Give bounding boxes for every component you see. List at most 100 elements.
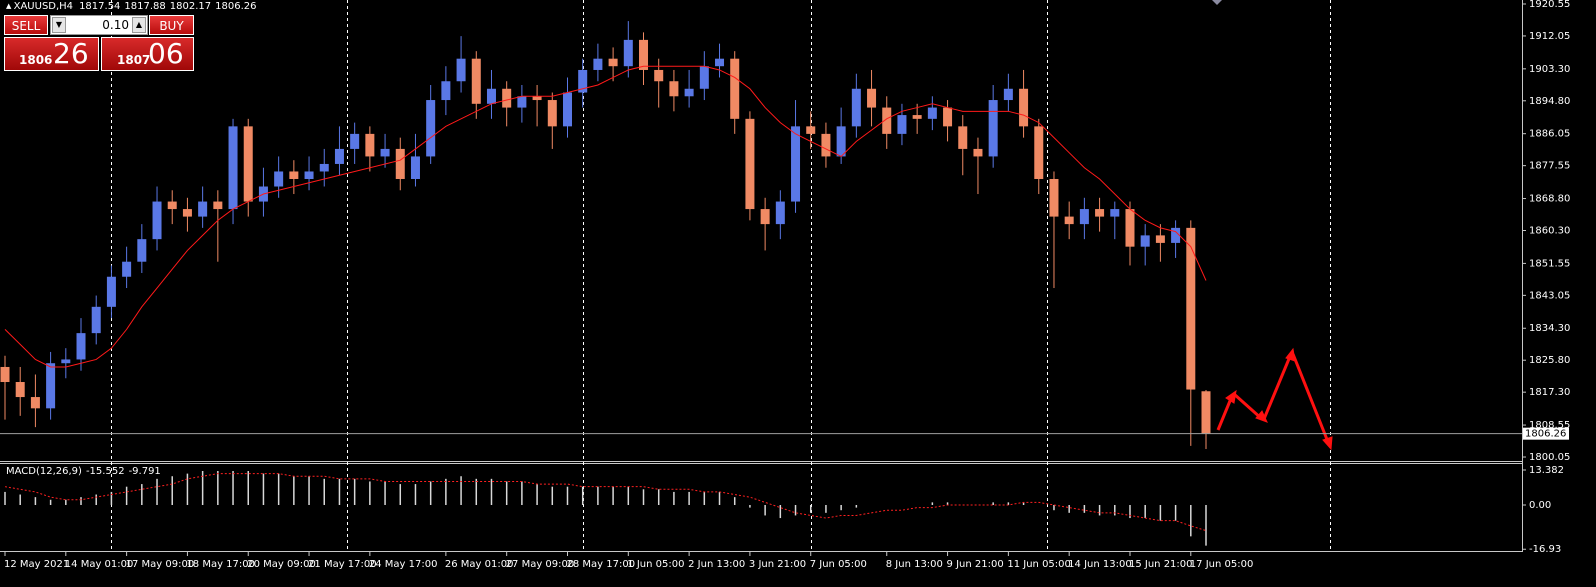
candle-body: [61, 359, 71, 364]
candle-body: [30, 397, 40, 409]
ohlc-high: 1817.88: [124, 1, 165, 12]
arrowhead: [1225, 389, 1237, 404]
x-tick-label: 12 May 2021: [4, 559, 69, 570]
sell-price-main: 1806: [19, 53, 53, 67]
candle-body: [623, 39, 633, 67]
candle-body: [350, 133, 360, 149]
sell-button[interactable]: SELL: [4, 15, 48, 35]
candle-body: [791, 126, 801, 202]
candle-body: [76, 333, 86, 360]
candle-body: [471, 58, 481, 104]
x-tick-label: 24 May 17:00: [369, 559, 438, 570]
x-tick-label: 26 May 01:00: [445, 559, 514, 570]
one-click-trading: SELL ▼ 0.10 ▲ BUY 1806 26 1807 06: [4, 15, 194, 71]
candle-body: [1049, 178, 1059, 217]
candle-body: [1019, 88, 1029, 127]
candle-body: [334, 148, 344, 164]
ohlc-low: 1802.17: [170, 1, 211, 12]
lot-increase[interactable]: ▲: [132, 17, 146, 33]
buy-price-pips: 06: [148, 37, 184, 70]
y-tick-label: 1894.80: [1529, 96, 1570, 107]
x-tick-label: 15 Jun 21:00: [1129, 559, 1193, 570]
candle-body: [1095, 209, 1105, 217]
candle-body: [699, 66, 709, 89]
candle-body: [1201, 391, 1211, 434]
x-tick-label: 14 May 01:00: [65, 559, 134, 570]
sell-price-pips: 26: [53, 37, 89, 70]
x-tick-label: 9 Jun 21:00: [947, 559, 1004, 570]
candle-body: [228, 126, 238, 210]
candle-body: [593, 58, 603, 70]
x-tick-label: 8 Jun 13:00: [886, 559, 943, 570]
y-tick-label: 1903.30: [1529, 64, 1570, 75]
arrow: [1233, 392, 1263, 421]
candle-body: [578, 69, 588, 93]
candle-body: [274, 171, 284, 187]
candle-body: [562, 92, 572, 127]
candle-body: [167, 201, 177, 210]
scroll-marker: [1212, 0, 1222, 5]
candle-body: [1171, 227, 1181, 243]
candle-body: [1003, 88, 1013, 101]
ohlc-open: 1817.54: [79, 1, 120, 12]
candle-body: [715, 58, 725, 67]
candle-body: [821, 133, 831, 157]
y-tick-label: 1843.05: [1529, 290, 1570, 301]
candle-body: [608, 58, 618, 67]
candle-body: [1140, 235, 1150, 247]
ohlc-close: 1806.26: [215, 1, 256, 12]
y-tick-label: 1912.05: [1529, 31, 1570, 42]
x-tick-label: 21 May 17:00: [308, 559, 377, 570]
candle-body: [669, 81, 679, 97]
candle-body: [927, 107, 937, 119]
candle-body: [106, 276, 116, 307]
candle-body: [486, 88, 496, 104]
candle-body: [547, 100, 557, 127]
candle-body: [0, 366, 10, 383]
candle-body: [532, 96, 542, 101]
chart-title: ▲ XAUUSD,H4 1817.54 1817.88 1802.17 1806.26: [6, 1, 257, 12]
arrow: [1216, 395, 1234, 431]
buy-price[interactable]: 1807 06: [101, 37, 194, 71]
signal-line: [4, 473, 1207, 532]
y-tick-label: 1825.80: [1529, 355, 1570, 366]
candle-body: [760, 209, 770, 225]
arrow: [1262, 353, 1293, 420]
candle-body: [745, 118, 755, 210]
x-tick-label: 2 Jun 13:00: [688, 559, 745, 570]
lot-value[interactable]: 0.10: [102, 18, 129, 32]
price-tag: [1523, 427, 1569, 440]
lot-field[interactable]: ▼ 0.10 ▲: [50, 15, 148, 35]
candle-body: [91, 306, 101, 334]
candle-body: [137, 239, 147, 262]
arrow: [1291, 353, 1330, 443]
candle-body: [380, 148, 390, 157]
candle-body: [441, 81, 451, 101]
x-tick-label: 20 May 09:00: [247, 559, 316, 570]
candle-body: [213, 201, 223, 210]
macd-value: -15.552: [86, 466, 125, 477]
lot-decrease[interactable]: ▼: [52, 17, 66, 33]
price-tag-label: 1806.26: [1525, 429, 1566, 440]
candle-body: [988, 100, 998, 157]
y-tick-label: 1877.55: [1529, 161, 1570, 172]
candle-body: [639, 39, 649, 70]
candle-body: [304, 171, 314, 179]
x-tick-label: 28 May 17:00: [566, 559, 635, 570]
candle-body: [958, 126, 968, 149]
y-tick-label: 1860.30: [1529, 226, 1570, 237]
x-tick-label: 11 Jun 05:00: [1007, 559, 1071, 570]
sell-price[interactable]: 1806 26: [4, 37, 99, 71]
moving-average: [4, 65, 1207, 368]
frame: [0, 0, 1523, 552]
candle-body: [1125, 209, 1135, 247]
symbol: XAUUSD,H4: [14, 1, 73, 12]
y-tick-label: 13.382: [1529, 465, 1564, 476]
y-tick-label: 1868.80: [1529, 194, 1570, 205]
candle-body: [319, 163, 329, 172]
buy-button[interactable]: BUY: [149, 15, 194, 35]
candle-body: [502, 88, 512, 108]
y-tick-label: 1886.05: [1529, 129, 1570, 140]
candle-body: [1079, 209, 1089, 225]
